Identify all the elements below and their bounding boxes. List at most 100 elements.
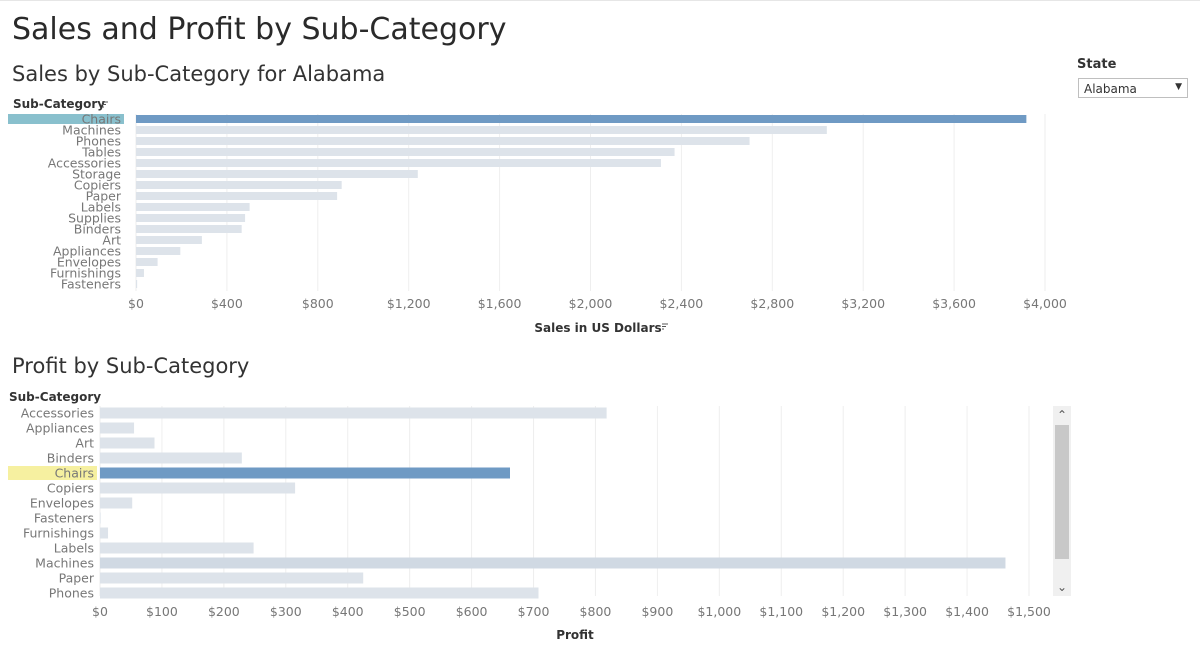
sales-x-tick-label: $1,200 [387, 296, 431, 311]
dropdown-arrow-icon[interactable]: ▼ [1175, 82, 1182, 92]
sales-bar-envelopes [136, 258, 158, 266]
dashboard-title: Sales and Profit by Sub-Category [12, 12, 507, 47]
sales-category-label: Storage [72, 167, 121, 182]
state-filter-label: State [1077, 57, 1117, 72]
profit-bar-labels [100, 542, 254, 554]
profit-bar-chairs [100, 467, 510, 479]
profit-bar-furnishings [100, 527, 109, 539]
sales-chart: Sub-CategoryChairsMachinesPhonesTablesAc… [8, 97, 1067, 335]
scroll-up-icon[interactable]: ⌃ [1056, 408, 1068, 422]
profit-x-tick-label: $600 [456, 604, 488, 619]
sales-bar-binders [136, 225, 242, 233]
profit-x-tick-label: $1,500 [1007, 604, 1051, 619]
sales-x-tick-label: $3,200 [841, 296, 885, 311]
profit-x-tick-label: $1,400 [945, 604, 989, 619]
sales-x-tick-label: $4,000 [1023, 296, 1067, 311]
profit-category-label: Phones [49, 586, 94, 601]
state-filter-dropdown[interactable]: Alabama ▼ [1078, 78, 1188, 98]
sales-bar-art [136, 236, 202, 244]
sales-category-label: Copiers [74, 178, 121, 193]
profit-bar-binders [100, 452, 242, 464]
profit-chart-title: Profit by Sub-Category [12, 354, 250, 378]
sales-x-tick-label: $2,000 [569, 296, 613, 311]
profit-x-tick-label: $0 [92, 604, 108, 619]
profit-x-tick-label: $500 [394, 604, 426, 619]
profit-category-label: Binders [47, 451, 94, 466]
profit-x-axis-title: Profit [556, 628, 594, 642]
sort-icon [102, 101, 108, 108]
profit-bar-appliances [100, 422, 135, 434]
sales-bar-labels [136, 203, 250, 211]
profit-x-tick-label: $100 [146, 604, 178, 619]
profit-category-label: Accessories [21, 406, 94, 421]
profit-bar-accessories [100, 407, 607, 419]
sales-x-tick-label: $2,400 [660, 296, 704, 311]
profit-category-label: Copiers [47, 481, 94, 496]
profit-x-tick-label: $700 [518, 604, 550, 619]
sales-category-label: Envelopes [57, 255, 121, 270]
profit-category-label: Paper [59, 571, 95, 586]
sales-category-label: Binders [74, 222, 121, 237]
profit-bar-copiers [100, 482, 296, 494]
profit-row-header: Sub-Category [9, 390, 101, 404]
sales-bar-phones [136, 137, 750, 145]
sales-bar-supplies [136, 214, 246, 222]
profit-x-tick-label: $400 [332, 604, 364, 619]
state-filter-value: Alabama [1084, 82, 1137, 96]
sales-x-tick-label: $800 [302, 296, 334, 311]
profit-x-tick-label: $900 [641, 604, 673, 619]
sort-icon [662, 323, 668, 330]
sales-bar-machines [136, 126, 827, 134]
profit-x-tick-label: $200 [208, 604, 240, 619]
scroll-thumb[interactable] [1055, 425, 1069, 559]
sales-bar-tables [136, 148, 675, 156]
sales-x-tick-label: $0 [128, 296, 144, 311]
sales-x-tick-label: $2,800 [750, 296, 794, 311]
profit-category-label: Machines [35, 556, 94, 571]
profit-category-label: Chairs [55, 466, 94, 481]
sales-bar-storage [136, 170, 418, 178]
sales-category-label: Tables [81, 145, 121, 160]
profit-category-label: Furnishings [23, 526, 94, 541]
profit-bar-envelopes [100, 497, 133, 509]
sales-bar-fasteners [136, 280, 138, 288]
sales-bar-accessories [136, 159, 661, 167]
sales-x-tick-label: $3,600 [932, 296, 976, 311]
profit-bar-fasteners [100, 512, 101, 524]
sales-x-axis-title: Sales in US Dollars [534, 321, 661, 335]
profit-bar-machines [100, 557, 1006, 569]
profit-category-label: Fasteners [34, 511, 94, 526]
sales-row-header: Sub-Category [13, 97, 105, 111]
top-divider [0, 0, 1200, 1]
sales-chart-title: Sales by Sub-Category for Alabama [12, 62, 386, 86]
sales-category-label: Accessories [48, 156, 121, 171]
profit-x-tick-label: $300 [270, 604, 302, 619]
scroll-down-icon[interactable]: ⌄ [1056, 580, 1068, 594]
sales-bar-paper [136, 192, 338, 200]
sales-category-label: Chairs [82, 112, 121, 127]
sales-bar-copiers [136, 181, 342, 189]
sales-category-label: Fasteners [61, 277, 121, 292]
profit-category-label: Envelopes [30, 496, 94, 511]
profit-highlight-label-bg [8, 466, 97, 480]
profit-chart-scrollbar[interactable]: ⌃ ⌄ [1053, 406, 1071, 596]
sales-category-label: Furnishings [50, 266, 121, 281]
profit-bar-paper [100, 572, 364, 584]
profit-category-label: Labels [54, 541, 94, 556]
profit-bar-art [100, 437, 155, 449]
profit-bar-phones [100, 587, 539, 599]
sales-category-label: Paper [86, 189, 122, 204]
sales-category-label: Supplies [68, 211, 121, 226]
profit-category-label: Art [75, 436, 94, 451]
profit-x-tick-label: $1,300 [883, 604, 927, 619]
sales-x-tick-label: $400 [211, 296, 243, 311]
sales-bar-appliances [136, 247, 181, 255]
sales-category-label: Phones [76, 134, 121, 149]
sales-bar-furnishings [136, 269, 144, 277]
sales-category-label: Appliances [53, 244, 121, 259]
sales-category-label: Labels [81, 200, 121, 215]
sales-x-tick-label: $1,600 [478, 296, 522, 311]
profit-x-tick-label: $1,200 [821, 604, 865, 619]
profit-x-tick-label: $1,100 [759, 604, 803, 619]
profit-chart: Sub-Category AccessoriesAppliancesArtBind… [8, 390, 1051, 642]
